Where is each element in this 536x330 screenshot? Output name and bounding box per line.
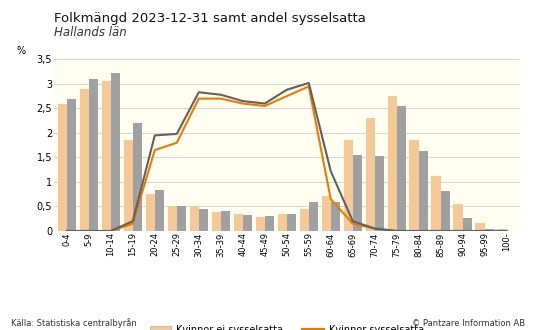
Bar <box>278 214 287 231</box>
Bar <box>177 207 186 231</box>
Bar <box>322 196 331 231</box>
Bar <box>190 208 199 231</box>
Bar <box>388 96 397 231</box>
Bar <box>243 215 252 231</box>
Bar <box>111 73 120 231</box>
Bar <box>79 89 89 231</box>
Bar <box>300 210 309 231</box>
Bar <box>397 106 406 231</box>
Bar <box>265 216 274 231</box>
Bar <box>221 212 230 231</box>
Bar <box>123 140 133 231</box>
Bar <box>199 209 208 231</box>
Bar <box>419 151 428 231</box>
Bar <box>67 99 76 231</box>
Bar <box>309 202 318 231</box>
Bar <box>475 223 485 231</box>
Bar <box>463 218 472 231</box>
Bar <box>410 140 419 231</box>
Legend: Kvinnor ej sysselsatta, Män ej sysselsatta, Kvinnor sysselsatta, Män sysselsatta: Kvinnor ej sysselsatta, Män ej sysselsat… <box>150 325 424 330</box>
Bar <box>89 79 98 231</box>
Bar <box>168 207 177 231</box>
Bar <box>453 204 463 231</box>
Bar <box>155 190 164 231</box>
Bar <box>366 118 375 231</box>
Bar <box>441 191 450 231</box>
Text: Folkmängd 2023-12-31 samt andel sysselsatta: Folkmängd 2023-12-31 samt andel sysselsa… <box>54 12 366 24</box>
Bar <box>331 202 340 231</box>
Text: Källa: Statistiska centralbyrån: Källa: Statistiska centralbyrån <box>11 318 137 328</box>
Text: © Pantzare Information AB: © Pantzare Information AB <box>412 319 525 328</box>
Bar <box>146 194 155 231</box>
Bar <box>431 176 441 231</box>
Bar <box>353 155 362 231</box>
Bar <box>212 213 221 231</box>
Bar <box>287 214 296 231</box>
Bar <box>57 104 67 231</box>
Bar <box>485 229 494 231</box>
Bar <box>133 123 142 231</box>
Bar <box>344 140 353 231</box>
Bar <box>101 82 111 231</box>
Bar <box>234 214 243 231</box>
Bar <box>497 229 507 231</box>
Text: %: % <box>16 46 25 56</box>
Bar <box>375 156 384 231</box>
Bar <box>256 217 265 231</box>
Text: Hallands län: Hallands län <box>54 26 126 39</box>
